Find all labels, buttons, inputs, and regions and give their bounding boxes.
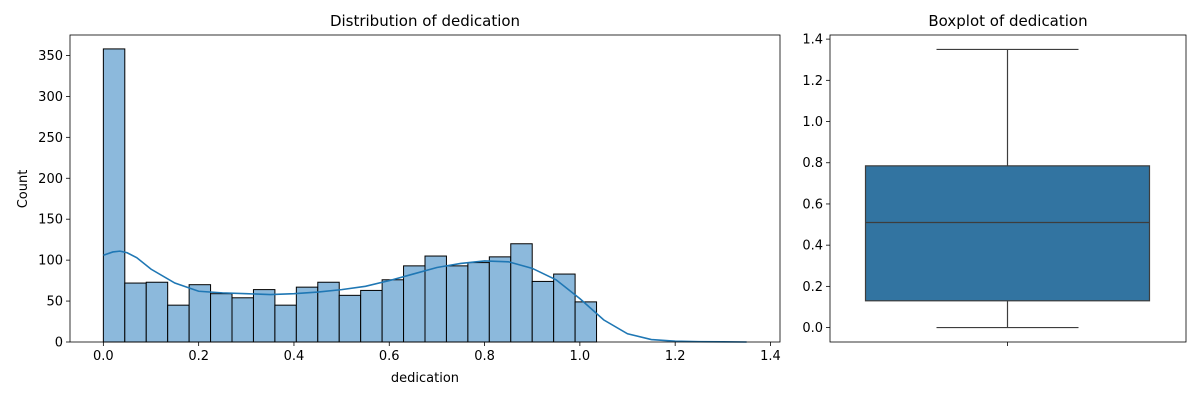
- boxplot-panel: Boxplot of dedication 0.0 0.2 0.4 0.6 0.8 1.0…: [802, 12, 1187, 346]
- histogram-bar: [553, 273, 576, 343]
- histogram-bar: [274, 304, 297, 343]
- histogram-panel: Distribution of dedication 0.0 0.2 0.4 0.6 0…: [16, 12, 781, 386]
- x-tick-label: 0.0: [93, 349, 114, 364]
- y-tick-label: 0.6: [802, 197, 823, 212]
- histogram-bar: [231, 297, 254, 343]
- x-tick-label: 1.4: [760, 349, 781, 364]
- interquartile-box: [864, 165, 1151, 302]
- y-tick-label: 0: [55, 336, 63, 351]
- histogram-bar: [124, 282, 147, 343]
- histogram-bar: [252, 289, 276, 343]
- y-tick-label: 0.4: [802, 239, 823, 254]
- y-tick-label: 0.2: [802, 280, 823, 295]
- histogram-y-axis-label: Count: [16, 170, 31, 209]
- boxplot-marks: [864, 48, 1151, 329]
- x-tick-label: 0.2: [188, 349, 209, 364]
- histogram-bars: [102, 48, 598, 343]
- x-tick-label: 1.2: [665, 349, 686, 364]
- histogram-bar: [188, 284, 212, 343]
- histogram-bar: [381, 279, 405, 343]
- histogram-bar: [338, 294, 362, 343]
- boxplot-title: Boxplot of dedication: [928, 12, 1087, 30]
- histogram-bar: [295, 286, 319, 343]
- y-tick-label: 1.4: [802, 33, 823, 48]
- histogram-bar: [102, 48, 126, 343]
- x-tick-label: 1.0: [570, 349, 591, 364]
- histogram-bar: [167, 304, 190, 343]
- histogram-bar: [424, 255, 447, 343]
- histogram-bar: [510, 243, 533, 343]
- histogram-bar: [445, 265, 469, 343]
- x-tick-label: 0.6: [379, 349, 400, 364]
- histogram-axes-frame: [69, 34, 781, 343]
- histogram-ticks: 0.0 0.2 0.4 0.6 0.8 1.0 1.2 1.4 0 50 100 150 200 250 3…: [38, 49, 781, 364]
- histogram-bar: [488, 256, 512, 343]
- histogram-bar: [467, 262, 490, 343]
- histogram-x-axis-label: dedication: [391, 371, 459, 386]
- y-tick-label: 1.2: [802, 74, 823, 89]
- histogram-bar: [210, 293, 233, 343]
- histogram-title: Distribution of dedication: [330, 12, 520, 30]
- y-tick-label: 0.0: [802, 321, 823, 336]
- y-tick-label: 50: [46, 295, 63, 310]
- histogram-bar: [531, 280, 555, 343]
- y-tick-label: 250: [38, 131, 63, 146]
- y-tick-label: 150: [38, 213, 63, 228]
- y-tick-label: 0.8: [802, 156, 823, 171]
- y-tick-label: 350: [38, 49, 63, 64]
- y-tick-label: 300: [38, 90, 63, 105]
- x-tick-label: 0.8: [474, 349, 495, 364]
- histogram-bar: [145, 281, 169, 343]
- x-tick-label: 0.4: [284, 349, 305, 364]
- y-tick-label: 1.0: [802, 115, 823, 130]
- histogram-bar: [403, 265, 426, 343]
- histogram-bar: [574, 301, 598, 343]
- kde-curve: [103, 250, 747, 343]
- boxplot-axes-frame: [829, 34, 1187, 343]
- y-tick-label: 100: [38, 254, 63, 269]
- boxplot-ticks: 0.0 0.2 0.4 0.6 0.8 1.0 1.2 1.4: [802, 33, 1008, 346]
- y-tick-label: 200: [38, 172, 63, 187]
- histogram-bar: [360, 289, 383, 343]
